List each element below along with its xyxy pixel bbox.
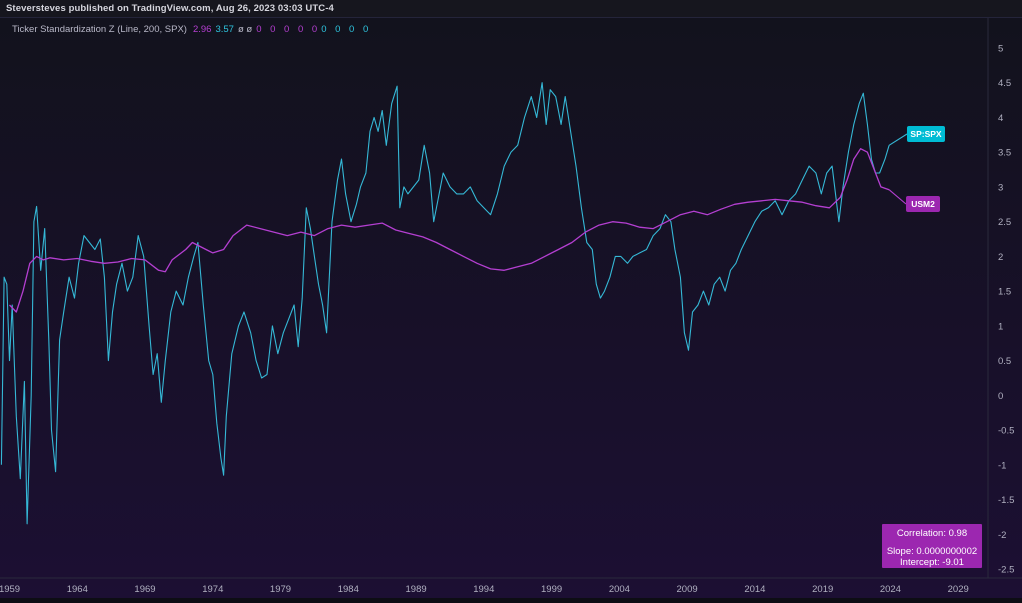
- y-tick-label: -2: [998, 530, 1006, 541]
- usm2-tag-connector: [888, 189, 907, 205]
- x-tick-label: 2019: [812, 584, 833, 595]
- x-tick-label: 2009: [677, 584, 698, 595]
- y-tick-label: 4: [998, 113, 1003, 124]
- y-tick-label: -1: [998, 460, 1006, 471]
- indicator-zeros-purple: 0 0 0 0 0: [256, 24, 321, 35]
- indicator-symbols: ø ø: [237, 24, 253, 35]
- y-tick-label: 3: [998, 182, 1003, 193]
- y-tick-label: 2: [998, 252, 1003, 263]
- indicator-legend[interactable]: Ticker Standardization Z (Line, 200, SPX…: [12, 24, 371, 35]
- publish-text: Steversteves published on TradingView.co…: [6, 3, 334, 14]
- publish-header: Steversteves published on TradingView.co…: [0, 0, 1022, 18]
- series-line-usm2: [9, 148, 890, 313]
- x-tick-label: 2024: [880, 584, 901, 595]
- y-tick-label: 0: [998, 391, 1003, 402]
- series-tag-spx: SP:SPX: [907, 126, 945, 142]
- y-tick-label: -1.5: [998, 495, 1014, 506]
- indicator-value-2: 3.57: [215, 24, 234, 35]
- y-tick-label: -0.5: [998, 426, 1014, 437]
- indicator-zeros-cyan: 0 0 0 0: [321, 24, 372, 35]
- y-tick-label: 4.5: [998, 78, 1011, 89]
- x-tick-label: 1989: [406, 584, 427, 595]
- x-tick-label: 1969: [134, 584, 155, 595]
- x-tick-label: 2004: [609, 584, 630, 595]
- x-tick-label: 1974: [202, 584, 223, 595]
- spx-tag-connector: [888, 133, 908, 146]
- x-tick-label: 2014: [744, 584, 765, 595]
- y-tick-label: 1: [998, 321, 1003, 332]
- stats-box: Correlation: 0.98 Slope: 0.0000000002 In…: [882, 524, 982, 568]
- x-tick-label: 1994: [473, 584, 494, 595]
- x-tick-labels: 1959 1964 1969 1974 1979 1984 1989 1994 1999 2004…: [0, 584, 969, 595]
- y-tick-label: 0.5: [998, 356, 1011, 367]
- x-tick-label: 2029: [948, 584, 969, 595]
- series-line-spx: [0, 82, 890, 525]
- indicator-label: Ticker Standardization Z (Line, 200, SPX…: [12, 24, 187, 35]
- intercept-text: Intercept: -9.01: [900, 557, 964, 568]
- correlation-text: Correlation: 0.98: [896, 528, 968, 539]
- x-tick-label: 1979: [270, 584, 291, 595]
- x-tick-label: 1999: [541, 584, 562, 595]
- x-tick-label: 1959: [0, 584, 20, 595]
- indicator-value-1: 2.96: [192, 24, 212, 35]
- y-tick-label: 1.5: [998, 287, 1011, 298]
- y-tick-label: 2.5: [998, 217, 1011, 228]
- x-tick-label: 1984: [338, 584, 359, 595]
- series-tag-usm2: USM2: [906, 196, 940, 212]
- y-tick-label: -2.5: [998, 565, 1014, 576]
- series-layer: [0, 82, 908, 525]
- y-tick-labels: 5 4.5 4 3.5 3 2.5 2 1.5 1 0.5 0 -0.5 -1 -1.5 -2 -2.5: [998, 44, 1014, 576]
- y-tick-label: 3.5: [998, 148, 1011, 159]
- slope-text: Slope: 0.0000000002: [886, 546, 978, 557]
- x-tick-label: 1964: [67, 584, 88, 595]
- y-tick-label: 5: [998, 44, 1003, 55]
